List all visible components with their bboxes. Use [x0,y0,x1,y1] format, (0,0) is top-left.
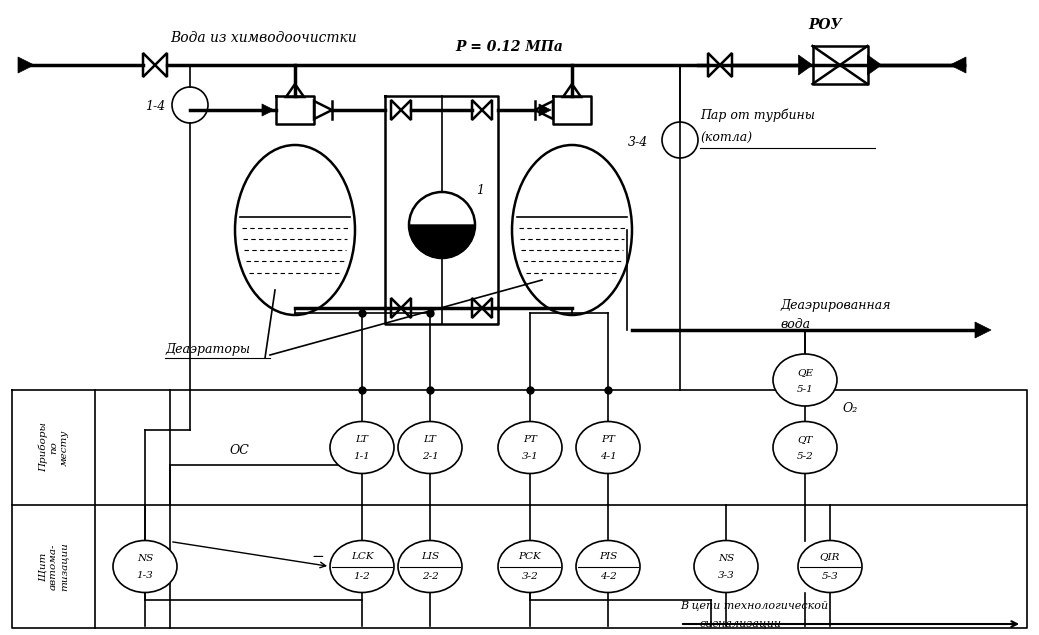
Text: −: − [312,549,324,564]
Text: РОУ: РОУ [808,18,842,32]
Text: Вода из химводоочистки: Вода из химводоочистки [170,31,356,45]
Polygon shape [539,104,551,116]
Text: Деаэраторы: Деаэраторы [165,344,250,356]
Text: LCK: LCK [351,552,373,561]
Text: LIS: LIS [421,552,439,561]
Ellipse shape [398,422,462,474]
Text: В цепи технологической: В цепи технологической [680,601,828,611]
Ellipse shape [113,540,177,592]
Text: Деаэрированная: Деаэрированная [780,298,890,312]
Text: PCK: PCK [518,552,541,561]
Text: NS: NS [718,554,735,563]
Ellipse shape [773,422,837,474]
Text: вода: вода [780,319,810,331]
Ellipse shape [498,540,562,592]
Polygon shape [868,55,881,75]
Text: 2-1: 2-1 [422,452,438,461]
Text: LT: LT [424,435,436,444]
Text: 1: 1 [476,184,484,196]
Ellipse shape [798,540,862,592]
Text: (котла): (котла) [700,131,752,145]
Text: 3-1: 3-1 [522,452,538,461]
Text: QE: QE [797,368,814,377]
Text: Пар от турбины: Пар от турбины [700,108,815,122]
Text: ОС: ОС [230,443,249,457]
Ellipse shape [330,422,394,474]
Text: LT: LT [355,435,369,444]
Text: 1-4: 1-4 [144,100,165,114]
Ellipse shape [694,540,758,592]
Text: 2-2: 2-2 [422,572,438,581]
Text: Щит
автома-
тизации: Щит автома- тизации [38,542,69,591]
Text: сигнализации: сигнализации [700,619,782,629]
Text: Приборы
по
месту: Приборы по месту [38,422,69,472]
Text: 5-2: 5-2 [797,452,814,461]
Text: 1-2: 1-2 [353,572,370,581]
Text: PIS: PIS [598,552,617,561]
Text: 1-3: 1-3 [136,571,154,580]
Text: 4-2: 4-2 [600,572,616,581]
Polygon shape [262,104,274,116]
Text: 3-4: 3-4 [628,135,648,149]
Polygon shape [975,322,991,338]
Text: P = 0.12 МПа: P = 0.12 МПа [455,40,563,54]
Text: 1-1: 1-1 [353,452,370,461]
Text: 5-3: 5-3 [822,572,838,581]
Text: QT: QT [797,435,812,444]
Ellipse shape [330,540,394,592]
Polygon shape [18,57,34,73]
Text: 3-2: 3-2 [522,572,538,581]
Text: 5-1: 5-1 [797,385,814,394]
Ellipse shape [576,422,640,474]
Ellipse shape [576,540,640,592]
Text: O₂: O₂ [843,401,858,415]
Text: PT: PT [523,435,537,444]
Text: PT: PT [602,435,615,444]
Text: QIR: QIR [820,552,841,561]
Ellipse shape [398,540,462,592]
Text: NS: NS [137,554,153,563]
Polygon shape [409,225,475,258]
Polygon shape [799,55,812,75]
Text: 3-3: 3-3 [718,571,735,580]
Polygon shape [950,57,966,73]
Ellipse shape [773,354,837,406]
Ellipse shape [498,422,562,474]
Text: 4-1: 4-1 [600,452,616,461]
